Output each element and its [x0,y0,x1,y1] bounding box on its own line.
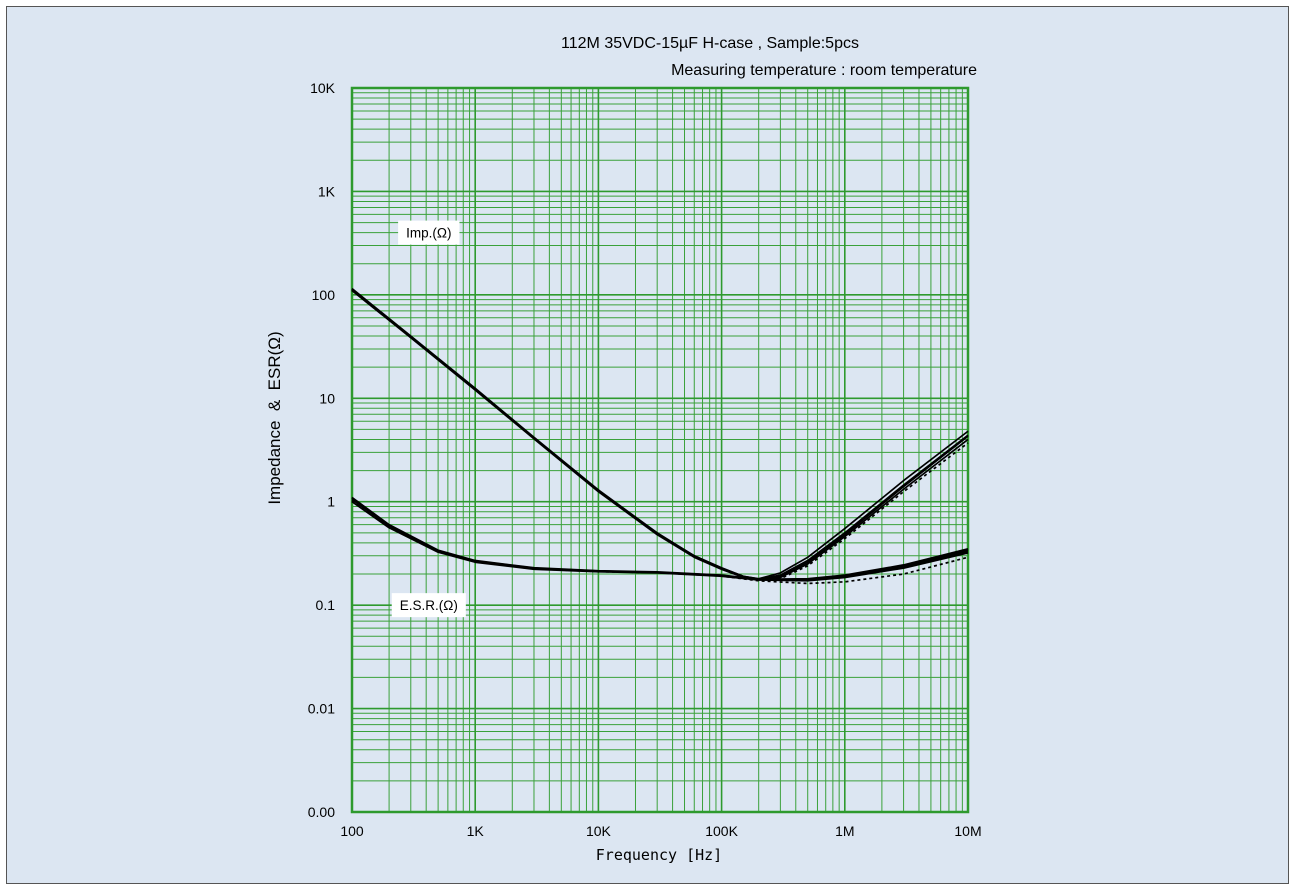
x-axis-label: Frequency [Hz] [596,846,722,864]
plot-area-border [350,86,970,814]
x-tick-label: 10K [586,823,612,839]
chart-subtitle: Measuring temperature : room temperature [671,62,977,79]
esr-series-line [351,497,969,581]
y-tick-label: 100 [312,287,336,303]
annotation-background [398,220,460,245]
series-layer [351,287,969,585]
imp-series-line [351,288,969,580]
chart-frame [6,6,1289,884]
y-tick-label: 0.1 [316,597,336,613]
x-tick-label: 100 [340,823,364,839]
series-annotation: Imp.(Ω) [398,220,460,245]
annotation-background [391,593,466,618]
imp-series-line [351,289,969,581]
series-annotation: E.S.R.(Ω) [391,593,466,618]
tick-labels: 100 1K 10K 100K 1M 10M 0.00 0.01 0.1 1 10 100 1K 10K [308,80,982,839]
y-tick-label: 0.01 [308,701,335,717]
x-tick-label: 100K [705,823,738,839]
y-tick-label: 1K [318,183,336,199]
x-tick-label: 1K [467,823,485,839]
y-tick-label: 0.00 [308,804,335,820]
annotation-label: Imp.(Ω) [406,226,451,241]
annotation-label: E.S.R.(Ω) [400,598,458,613]
y-tick-label: 10K [310,80,336,96]
x-tick-label: 1M [835,823,854,839]
y-axis-label: Impedance & ESR(Ω) [265,331,284,504]
y-tick-label: 1 [327,494,335,510]
minor-grid [352,88,968,812]
chart-title: 112M 35VDC-15µF H-case , Sample:5pcs [561,35,859,52]
annotation-layer: Imp.(Ω) E.S.R.(Ω) [391,220,466,618]
x-tick-label: 10M [954,823,981,839]
y-tick-label: 10 [319,390,335,406]
